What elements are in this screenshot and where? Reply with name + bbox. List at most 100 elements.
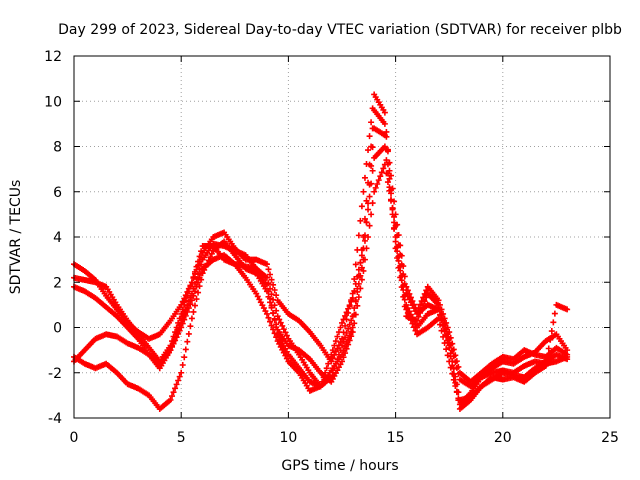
data-point — [182, 312, 189, 319]
data-point — [412, 327, 419, 334]
data-point — [386, 159, 393, 166]
data-point — [196, 253, 203, 260]
data-point — [273, 292, 280, 299]
data-point — [354, 302, 361, 309]
data-point — [179, 320, 186, 327]
data-point — [274, 313, 281, 320]
data-point — [360, 267, 367, 274]
data-point — [443, 346, 450, 353]
data-point — [366, 193, 373, 200]
data-point — [392, 238, 399, 245]
data-point — [342, 350, 349, 357]
data-point — [358, 203, 365, 210]
data-point — [383, 157, 390, 164]
data-point — [398, 277, 405, 284]
data-point — [348, 333, 355, 340]
data-point — [182, 346, 189, 353]
data-point — [361, 237, 368, 244]
data-point — [441, 315, 448, 322]
data-point — [377, 173, 384, 180]
data-point — [196, 283, 203, 290]
data-point — [185, 305, 192, 312]
data-point — [383, 133, 390, 140]
data-point — [268, 276, 275, 283]
data-point — [188, 315, 195, 322]
data-point — [198, 276, 205, 283]
data-point — [167, 396, 174, 403]
data-point — [335, 329, 342, 336]
data-point — [331, 342, 338, 349]
data-point — [184, 308, 191, 315]
data-point — [191, 288, 198, 295]
data-point — [187, 301, 194, 308]
data-point — [265, 293, 272, 300]
data-point — [188, 297, 195, 304]
data-point — [280, 326, 287, 333]
data-point — [340, 316, 347, 323]
data-point — [342, 322, 349, 329]
data-point — [453, 388, 460, 395]
data-point — [268, 291, 275, 298]
data-point — [337, 324, 344, 331]
data-point — [273, 321, 280, 328]
y-axis-label: SDTVAR / TECUs — [8, 180, 24, 295]
data-point — [170, 389, 177, 396]
data-point — [365, 147, 372, 154]
data-point — [395, 257, 402, 264]
data-point — [190, 308, 197, 315]
data-point — [368, 180, 375, 187]
data-point — [178, 324, 185, 331]
data-point — [273, 334, 280, 341]
y-tick-label: -2 — [48, 366, 62, 382]
y-tick-label: 0 — [53, 321, 62, 337]
data-point — [282, 329, 289, 336]
data-point — [446, 344, 453, 351]
data-point — [263, 281, 270, 288]
x-tick-label: 15 — [387, 430, 405, 446]
data-point — [380, 165, 387, 172]
data-point — [334, 333, 341, 340]
x-tick-label: 0 — [70, 430, 79, 446]
data-point — [394, 248, 401, 255]
data-point — [268, 304, 275, 311]
data-point — [198, 261, 205, 268]
data-point — [352, 280, 359, 287]
data-point — [265, 314, 272, 321]
data-point — [191, 268, 198, 275]
data-point — [417, 301, 424, 308]
data-point — [410, 324, 417, 331]
y-tick-label: -4 — [48, 411, 62, 427]
data-point — [265, 266, 272, 273]
data-point — [389, 205, 396, 212]
data-point — [173, 334, 180, 341]
data-point — [323, 365, 330, 372]
data-point — [366, 222, 373, 229]
data-point — [355, 232, 362, 239]
data-point — [363, 245, 370, 252]
series-5 — [71, 161, 571, 412]
data-point — [447, 334, 454, 341]
y-tick-labels: -4 -2 0 2 4 6 8 10 12 — [44, 49, 62, 427]
data-point — [202, 263, 209, 270]
data-point — [319, 378, 326, 385]
data-point — [363, 219, 370, 226]
data-point — [204, 260, 211, 267]
data-point — [369, 200, 376, 207]
data-point — [349, 295, 356, 302]
data-point — [449, 340, 456, 347]
data-point — [270, 296, 277, 303]
data-point — [351, 276, 358, 283]
data-point — [435, 297, 442, 304]
data-point — [450, 346, 457, 353]
series-4 — [71, 143, 571, 408]
data-point — [361, 232, 368, 239]
data-point — [277, 319, 284, 326]
data-point — [270, 310, 277, 317]
data-point — [179, 298, 186, 305]
data-point — [351, 320, 358, 327]
x-tick-label: 10 — [279, 430, 297, 446]
y-tick-label: 6 — [53, 185, 62, 201]
data-point — [182, 297, 189, 304]
y-tick-label: 4 — [53, 230, 62, 246]
data-point — [392, 222, 399, 229]
